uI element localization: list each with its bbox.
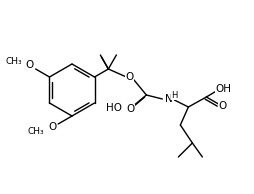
Text: CH₃: CH₃ <box>27 127 44 136</box>
Text: N: N <box>166 94 173 104</box>
Text: O: O <box>218 101 227 111</box>
Text: H: H <box>171 90 178 100</box>
Text: CH₃: CH₃ <box>5 57 22 66</box>
Text: HO: HO <box>106 103 122 113</box>
Text: O: O <box>48 122 56 133</box>
Text: OH: OH <box>215 84 231 94</box>
Text: O: O <box>125 72 134 82</box>
Text: O: O <box>25 61 34 70</box>
Text: O: O <box>126 104 134 114</box>
